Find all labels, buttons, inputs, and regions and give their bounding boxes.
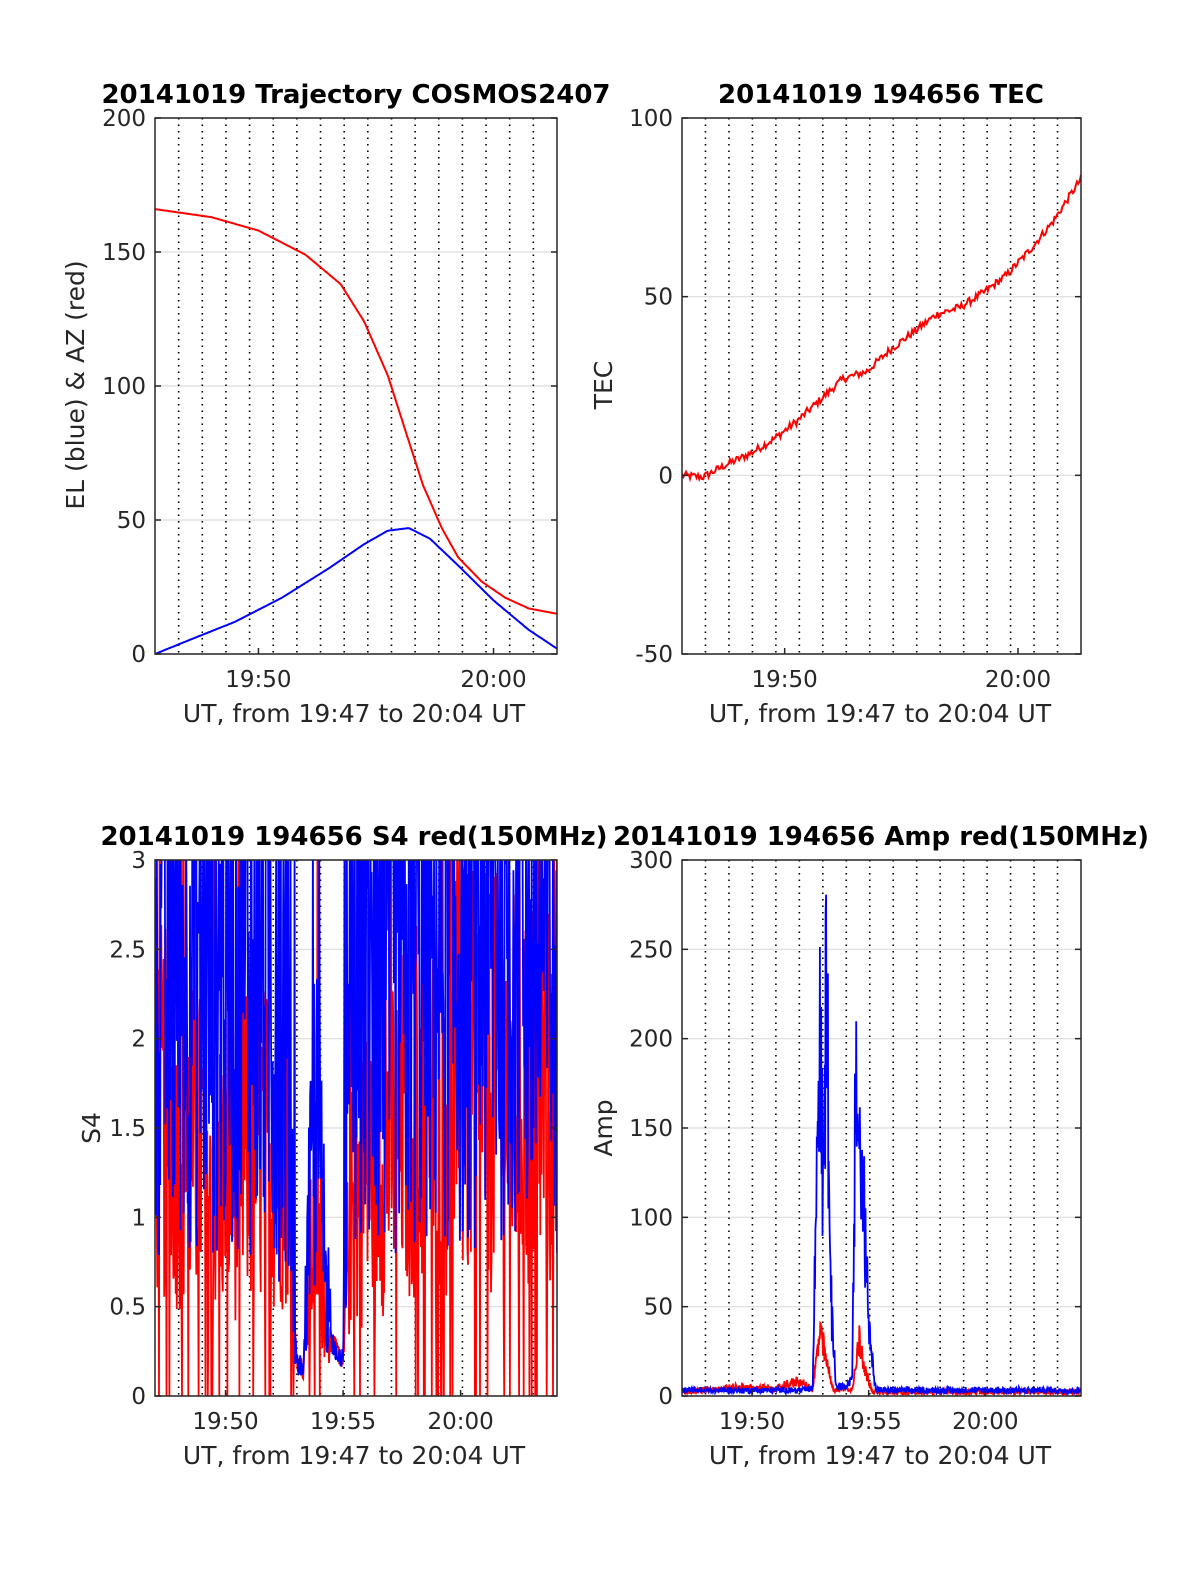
series-line-blue: [155, 527, 557, 654]
plot-background: [682, 118, 1081, 654]
axes-box: [681, 117, 1082, 655]
x-tick-label: 19:55: [836, 1409, 902, 1435]
y-tick-label: 50: [644, 1295, 673, 1321]
y-tick-label: 150: [629, 1116, 673, 1142]
x-tick-label: 19:55: [310, 1409, 376, 1435]
chart-title: 20141019 194656 Amp red(150MHz): [613, 822, 1149, 852]
chart-title: 20141019 194656 S4 red(150MHz): [100, 822, 607, 852]
chart-title: 20141019 Trajectory COSMOS2407: [101, 80, 610, 110]
y-tick-label: 200: [102, 106, 146, 132]
x-tick-label: 19:50: [752, 667, 818, 693]
panel-s4: 20141019 194656 S4 red(150MHz) UT, from …: [77, 822, 608, 1470]
y-tick-label: 0: [658, 463, 673, 489]
x-tick-label: 19:50: [225, 667, 291, 693]
series-line-blue: [682, 894, 1081, 1396]
y-tick-label: 100: [102, 374, 146, 400]
y-tick-label: 0.5: [109, 1295, 146, 1321]
x-tick-label: 20:00: [460, 667, 526, 693]
chart-1: -50 0 50 100 19:50 20:00: [629, 106, 1082, 693]
series-layer: [682, 174, 1081, 483]
chart-0: 0 50 100 150 200 19:50 20:00: [102, 106, 558, 693]
y-axis-label: EL (blue) & AZ (red): [61, 260, 90, 509]
x-axis-label: UT, from 19:47 to 20:04 UT: [709, 1441, 1052, 1470]
chart-title: 20141019 194656 TEC: [718, 80, 1044, 110]
y-tick-label: 250: [629, 937, 673, 963]
y-tick-label: 300: [629, 848, 673, 874]
x-axis-label: UT, from 19:47 to 20:04 UT: [183, 699, 526, 728]
x-tick-label: 19:50: [192, 1409, 258, 1435]
y-tick-label: 0: [131, 1384, 146, 1410]
y-tick-label: 1.5: [109, 1116, 146, 1142]
y-tick-label: 2: [131, 1027, 146, 1053]
series-line-red: [155, 208, 557, 615]
series-layer: [155, 860, 557, 1396]
y-tick-label: 0: [658, 1384, 673, 1410]
series-line-blue: [155, 860, 557, 1377]
y-tick-label: 200: [629, 1027, 673, 1053]
panel-amp: 20141019 194656 Amp red(150MHz) UT, from…: [589, 822, 1149, 1470]
x-axis-label: UT, from 19:47 to 20:04 UT: [709, 699, 1052, 728]
y-axis-label: Amp: [589, 1099, 618, 1156]
y-tick-label: 0: [131, 642, 146, 668]
y-tick-label: -50: [635, 642, 673, 668]
y-tick-label: 150: [102, 240, 146, 266]
series-layer: [155, 208, 557, 654]
y-tick-label: 100: [629, 1205, 673, 1231]
chart-3: 0 50 100 150 200 250 300 19:50 19:55 20:00: [629, 848, 1082, 1435]
x-tick-label: 20:00: [427, 1409, 493, 1435]
y-axis-label: S4: [77, 1112, 106, 1144]
y-tick-label: 3: [131, 848, 146, 874]
x-tick-label: 19:50: [719, 1409, 785, 1435]
x-tick-label: 20:00: [952, 1409, 1018, 1435]
series-layer: [682, 894, 1081, 1396]
y-tick-label: 1: [131, 1205, 146, 1231]
panel-tec: 20141019 194656 TEC UT, from 19:47 to 20…: [589, 80, 1052, 728]
y-tick-label: 50: [117, 508, 146, 534]
series-line-red: [682, 174, 1081, 483]
x-axis-label: UT, from 19:47 to 20:04 UT: [183, 1441, 526, 1470]
y-tick-label: 50: [644, 285, 673, 311]
y-tick-label: 2.5: [109, 937, 146, 963]
panel-trajectory: 20141019 Trajectory COSMOS2407 UT, from …: [61, 80, 611, 728]
x-tick-label: 20:00: [985, 667, 1051, 693]
y-tick-label: 100: [629, 106, 673, 132]
chart-2: 0 0.5 1 1.5 2 2.5 3 19:50 19:55 20:00: [109, 848, 558, 1435]
y-axis-label: TEC: [589, 361, 618, 411]
